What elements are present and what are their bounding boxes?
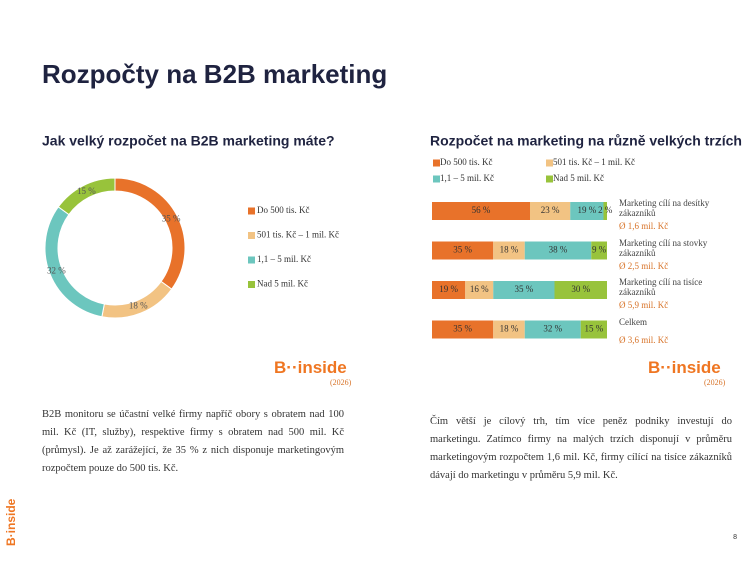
- data-label: 18 %: [500, 245, 519, 255]
- category-note: Ø 1,6 mil. Kč: [619, 221, 669, 231]
- category-note: Ø 2,5 mil. Kč: [619, 260, 669, 271]
- category-note: Ø 3,6 mil. Kč: [619, 334, 669, 345]
- data-label: 32 %: [47, 265, 66, 275]
- legend-swatch: [546, 175, 553, 183]
- data-label: 32 %: [543, 324, 562, 334]
- bar-segment: [530, 202, 571, 220]
- bar-segment: [603, 202, 607, 220]
- category-label: Celkem: [619, 316, 647, 327]
- legend-swatch: [433, 159, 440, 167]
- chart-title: Jak velký rozpočet na B2B marketing máte…: [42, 133, 335, 149]
- data-label: 15 %: [585, 324, 604, 334]
- data-label: 38 %: [549, 245, 568, 255]
- category-note: Ø 5,9 mil. Kč: [619, 300, 669, 310]
- data-label: 19 %: [578, 205, 597, 215]
- data-label: 35 %: [453, 324, 472, 334]
- category-label: Marketing cílí na tisíce zákazníků: [619, 277, 703, 297]
- logo: B··inside: [648, 358, 721, 377]
- data-label: 35 %: [515, 284, 534, 294]
- legend-swatch: [248, 281, 255, 288]
- legend-swatch: [546, 159, 553, 167]
- bar-segment: [591, 241, 607, 260]
- bar-segment: [493, 320, 525, 339]
- bar-segment: [432, 202, 530, 220]
- slide-title: Rozpočty na B2B marketing: [42, 59, 387, 89]
- bar-segment: [493, 241, 525, 260]
- legend-swatch: [248, 256, 255, 264]
- legend-label: Do 500 tis. Kč: [440, 157, 493, 167]
- legend-label: 501 tis. Kč – 1 mil. Kč: [257, 230, 339, 240]
- data-label: 18 %: [500, 324, 519, 334]
- data-label: 9 %: [592, 245, 607, 255]
- data-label: 56 %: [472, 205, 491, 215]
- legend-swatch: [248, 232, 255, 239]
- data-label: 30 %: [571, 284, 590, 294]
- legend-swatch: [433, 175, 440, 183]
- data-label: 18 %: [129, 301, 148, 311]
- bar-segment: [432, 241, 494, 260]
- bar-segment: [432, 281, 466, 299]
- category-label: Marketing cílí na desítky zákazníků: [619, 198, 710, 218]
- donut-segment: [57, 177, 116, 216]
- side-logo: B·inside: [4, 498, 18, 546]
- legend-label: Nad 5 mil. Kč: [553, 173, 604, 183]
- logo-year: (2026): [330, 378, 352, 387]
- data-label: 15 %: [77, 186, 96, 196]
- bar-segment: [524, 241, 592, 260]
- donut-segment: [114, 177, 186, 290]
- data-label: 35 %: [453, 245, 472, 255]
- bar-segment: [432, 320, 494, 339]
- page-number: 8: [733, 534, 737, 541]
- donut-segment: [44, 206, 105, 318]
- legend-label: 1,1 – 5 mil. Kč: [440, 173, 494, 183]
- bar-segment: [554, 281, 607, 299]
- data-label: 35 %: [162, 213, 181, 223]
- legend-label: 1,1 – 5 mil. Kč: [257, 254, 311, 264]
- bar-segment: [493, 281, 555, 299]
- paragraph: Čím větší je cílový trh, tím více peněz …: [430, 416, 732, 481]
- paragraph: B2B monitoru se účastní velké firmy např…: [42, 409, 344, 474]
- category-label: Marketing cílí na stovky zákazníků: [619, 237, 708, 258]
- legend-swatch: [248, 207, 255, 215]
- data-label: 16 %: [470, 284, 489, 294]
- data-label: 19 %: [439, 284, 458, 294]
- legend-label: Nad 5 mil. Kč: [257, 279, 308, 289]
- legend-label: 501 tis. Kč – 1 mil. Kč: [553, 157, 635, 167]
- data-label: 2 %: [598, 205, 613, 215]
- logo-year: (2026): [704, 378, 726, 387]
- bar-segment: [465, 281, 494, 299]
- logo: B··inside: [274, 358, 347, 377]
- bar-segment: [570, 202, 604, 220]
- bar-segment: [524, 320, 581, 339]
- data-label: 23 %: [541, 205, 560, 215]
- bar-segment: [580, 320, 607, 339]
- legend-label: Do 500 tis. Kč: [257, 205, 310, 215]
- chart-title: Rozpočet na marketing na různě velkých t…: [430, 133, 742, 149]
